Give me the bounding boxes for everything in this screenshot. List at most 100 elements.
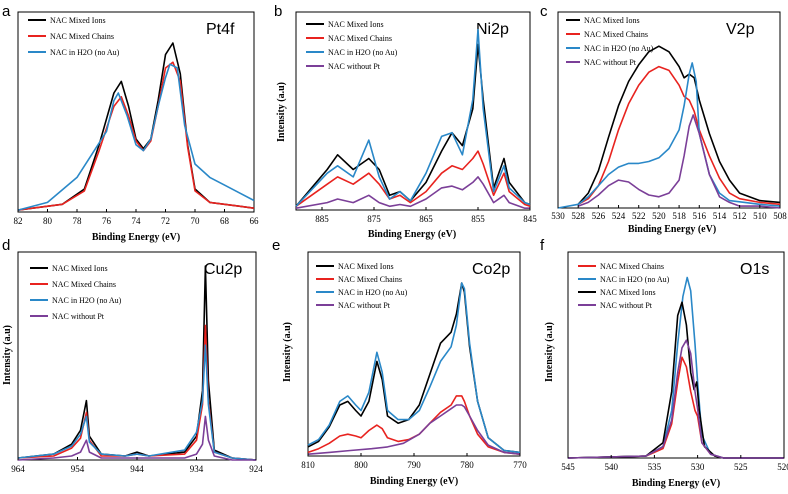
panel-b: b Intensity (a.u) Ni2p 885 875 865 855 845 B… — [274, 3, 537, 240]
panel-f-legend-label: NAC Mixed Chains — [600, 262, 664, 271]
panel-a-tick-label: 74 — [132, 216, 142, 226]
panel-e-legend-label: NAC in H2O (no Au) — [338, 288, 408, 297]
panel-c-tick-label: 526 — [592, 211, 606, 221]
panel-f-tick-label: 525 — [734, 462, 748, 472]
panel-c-tick-label: 516 — [693, 211, 707, 221]
panel-e-legend-label: NAC without Pt — [338, 301, 391, 310]
panel-c-frame — [557, 11, 781, 209]
panel-f: f Intensity (a.u) O1s 545 540 535 530 525 520… — [540, 237, 788, 489]
panel-a-line-nac-mixed-chains — [17, 61, 255, 211]
panel-a-corner-label: Pt4f — [206, 21, 235, 38]
panel-d-series — [17, 265, 257, 461]
panel-a-series — [17, 42, 255, 211]
panel-d-legend-label: NAC Mixed Ions — [52, 264, 108, 273]
panel-e: e Intensity (a.u) Co2p 810 800 790 780 770 B… — [272, 237, 527, 487]
panel-f-tick-label: 545 — [561, 462, 575, 472]
panel-b-corner-label: Ni2p — [476, 21, 509, 38]
panel-d-legend-label: NAC Mixed Chains — [52, 280, 116, 289]
panel-f-line-nac-without-pt — [567, 339, 784, 459]
panel-d-line-nac-mixed-chains — [17, 324, 257, 461]
panel-c-x-label: Binding Energy (eV) — [628, 224, 716, 235]
panel-b-series — [295, 28, 531, 209]
panel-f-tick-label: 530 — [691, 462, 705, 472]
panel-d-tick-label: 964 — [11, 464, 25, 474]
panel-b-legend: NAC Mixed Ions NAC Mixed Chains NAC in H2O… — [306, 20, 398, 71]
panel-a-line-nac-in-h2o-no-au — [17, 63, 255, 211]
panel-e-letter: e — [272, 237, 280, 254]
panel-d-line-nac-in-h2o-no-au — [17, 344, 257, 461]
panel-d-tick-label: 924 — [249, 464, 263, 474]
panel-f-letter: f — [540, 237, 545, 254]
panel-b-line-nac-without-pt — [295, 176, 530, 209]
panel-c-tick-label: 522 — [632, 211, 646, 221]
panel-e-y-label: Intensity (a.u) — [282, 322, 293, 382]
panel-c-series — [557, 45, 781, 209]
panel-f-tick-label: 540 — [604, 462, 618, 472]
panel-c-legend: NAC Mixed Ions NAC Mixed Chains NAC in H2O… — [566, 16, 654, 67]
panel-e-x-label: Binding Energy (eV) — [370, 476, 458, 487]
panel-c-legend-label: NAC Mixed Chains — [584, 30, 648, 39]
panel-d-legend: NAC Mixed Ions NAC Mixed Chains NAC in H2O… — [30, 264, 122, 321]
panel-b-legend-label: NAC Mixed Ions — [328, 20, 384, 29]
panel-a-tick-label: 72 — [161, 216, 170, 226]
panel-c-tick-label: 520 — [652, 211, 666, 221]
panel-a-legend-label: NAC Mixed Ions — [50, 16, 106, 25]
panel-f-legend-label: NAC in H2O (no Au) — [600, 275, 670, 284]
panel-d: d Intensity (a.u) Cu2p 964 954 944 934 924 N… — [2, 237, 263, 474]
panel-c-legend-label: NAC in H2O (no Au) — [584, 44, 654, 53]
panel-a: a Pt4f 82 80 78 76 74 72 70 68 66 Binding Energy… — [2, 3, 259, 243]
panel-c-tick-label: 514 — [713, 211, 727, 221]
panel-b-tick-label: 885 — [315, 214, 329, 224]
panel-c: c V2p 530 528 526 524 522 520 518 516 514 512 510 5… — [540, 3, 787, 235]
panel-e-tick-label: 770 — [513, 460, 527, 470]
panel-d-line-nac-mixed-ions — [17, 265, 257, 461]
panel-a-tick-label: 80 — [43, 216, 53, 226]
panel-a-letter: a — [2, 3, 11, 20]
panel-e-tick-label: 780 — [460, 460, 474, 470]
panel-f-tick-label: 535 — [648, 462, 662, 472]
panel-a-legend: NAC Mixed Ions NAC Mixed Chains NAC in H2O… — [28, 16, 120, 57]
panel-e-legend: NAC Mixed Ions NAC Mixed Chains NAC in H2O… — [316, 262, 408, 310]
panel-b-tick-label: 855 — [471, 214, 485, 224]
panel-c-corner-label: V2p — [726, 21, 755, 38]
panel-d-line-nac-without-pt — [17, 415, 256, 461]
panel-b-line-nac-mixed-chains — [295, 150, 531, 208]
panel-a-x-ticks: 82 80 78 76 74 72 70 68 66 — [14, 209, 260, 226]
panel-b-tick-label: 865 — [419, 214, 433, 224]
panel-e-tick-label: 790 — [407, 460, 421, 470]
panel-a-line-nac-mixed-ions — [17, 42, 255, 211]
panel-b-tick-label: 875 — [367, 214, 381, 224]
panel-f-y-label: Intensity (a.u) — [544, 322, 555, 382]
panel-b-tick-label: 845 — [523, 214, 537, 224]
panel-d-y-label: Intensity (a.u) — [2, 325, 13, 385]
panel-b-y-label: Intensity (a.u) — [276, 82, 287, 142]
panel-f-legend-label: NAC without Pt — [600, 301, 653, 310]
panel-e-line-nac-without-pt — [307, 404, 521, 455]
panel-a-tick-label: 76 — [102, 216, 112, 226]
panel-d-legend-label: NAC in H2O (no Au) — [52, 296, 122, 305]
panel-c-legend-label: NAC without Pt — [584, 58, 637, 67]
panel-f-line-nac-mixed-ions — [567, 301, 784, 459]
panel-f-x-ticks: 545 540 535 530 525 520 — [561, 455, 788, 472]
panel-c-tick-label: 524 — [612, 211, 626, 221]
panel-f-legend: NAC Mixed Chains NAC in H2O (no Au) NAC Mi… — [578, 262, 670, 310]
panel-a-tick-label: 66 — [250, 216, 260, 226]
panel-e-legend-label: NAC Mixed Ions — [338, 262, 394, 271]
panel-a-legend-label: NAC in H2O (no Au) — [50, 48, 120, 57]
panel-e-corner-label: Co2p — [472, 261, 510, 278]
panel-d-corner-label: Cu2p — [204, 261, 242, 278]
panel-c-line-nac-without-pt — [577, 114, 781, 209]
panel-b-legend-label: NAC Mixed Chains — [328, 34, 392, 43]
panel-b-legend-label: NAC in H2O (no Au) — [328, 48, 398, 57]
panel-c-tick-label: 508 — [773, 211, 787, 221]
panel-e-line-nac-in-h2o-no-au — [307, 282, 521, 454]
panel-c-line-nac-mixed-chains — [577, 65, 781, 206]
panel-d-letter: d — [2, 237, 10, 254]
panel-a-tick-label: 78 — [73, 216, 83, 226]
panel-e-tick-label: 810 — [301, 460, 315, 470]
panel-b-legend-label: NAC without Pt — [328, 62, 381, 71]
panel-b-frame — [295, 11, 531, 211]
panel-d-x-ticks: 964 954 944 934 924 — [11, 457, 263, 474]
panel-c-tick-label: 528 — [571, 211, 585, 221]
